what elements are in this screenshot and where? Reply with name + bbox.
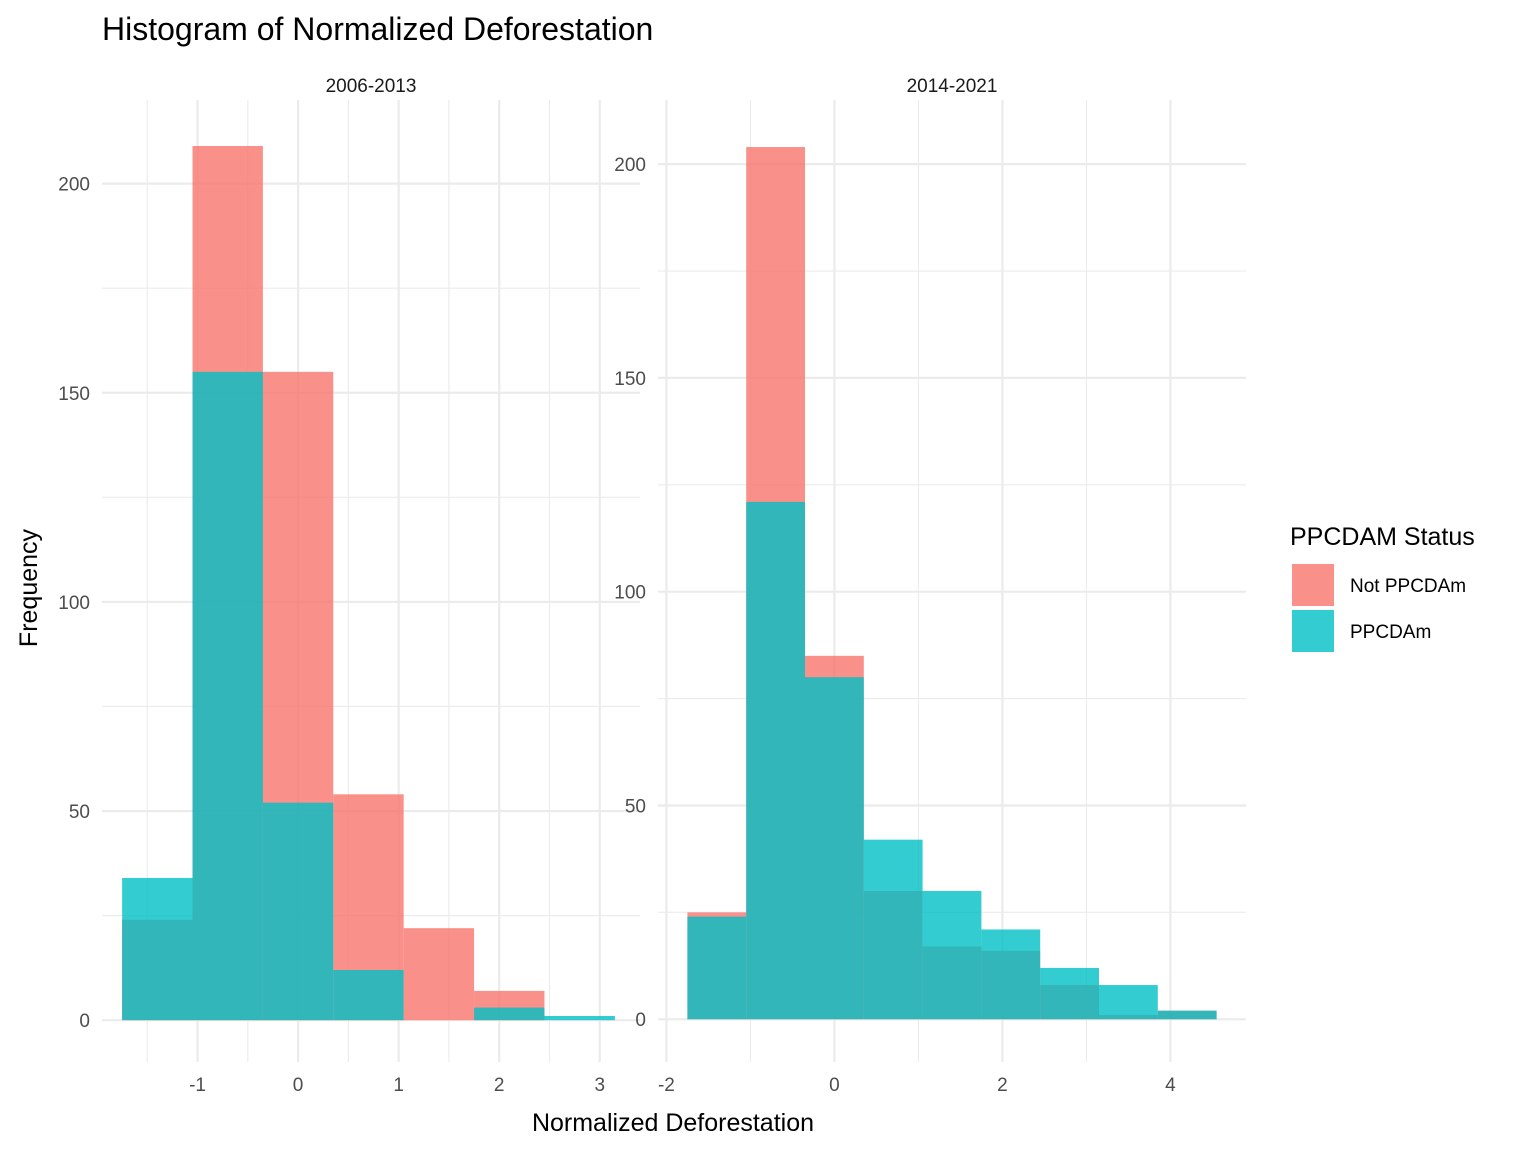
y-axis-title: Frequency xyxy=(15,528,43,647)
x-axis-title: Normalized Deforestation xyxy=(532,1109,814,1137)
chart-title: Histogram of Normalized Deforestation xyxy=(102,11,653,47)
histogram-bar xyxy=(192,371,263,1021)
histogram-bar xyxy=(122,877,193,1021)
y-tick-label: 0 xyxy=(79,1011,90,1032)
legend-title: PPCDAM Status xyxy=(1290,523,1475,551)
legend: PPCDAM Status Not PPCDAm PPCDAm xyxy=(1290,523,1475,652)
histogram-bar xyxy=(1099,985,1158,1020)
y-tick-label: 200 xyxy=(58,175,90,196)
legend-item: Not PPCDAm xyxy=(1292,564,1466,606)
histogram-bar xyxy=(1157,1010,1217,1020)
x-tick-label: 0 xyxy=(293,1075,304,1096)
legend-swatch xyxy=(1292,610,1334,652)
legend-swatch xyxy=(1292,564,1334,606)
histogram-bar xyxy=(544,1015,615,1021)
histogram-bar xyxy=(1040,967,1099,1020)
histogram-bar xyxy=(333,969,404,1021)
series-ppcdam xyxy=(122,371,615,1021)
x-tick-label: 1 xyxy=(393,1075,404,1096)
x-tick-label: 0 xyxy=(829,1075,840,1096)
histogram-bar xyxy=(863,839,923,1020)
x-tick-label: 2 xyxy=(997,1075,1008,1096)
histogram-bar xyxy=(403,928,475,1021)
histogram-bar xyxy=(262,802,334,1021)
panel-2006-2013: -1 0 1 2 3 0 50 100 150 200 2006-2013 xyxy=(58,76,640,1096)
y-tick-label: 200 xyxy=(614,155,646,176)
y-tick-label: 0 xyxy=(635,1010,646,1031)
x-tick-label: 4 xyxy=(1165,1075,1176,1096)
y-tick-label: 50 xyxy=(69,802,90,823)
facet-strip-label: 2014-2021 xyxy=(907,76,998,97)
histogram-bar xyxy=(805,677,864,1020)
legend-label: PPCDAm xyxy=(1350,622,1431,643)
y-tick-label: 150 xyxy=(614,369,646,390)
y-tick-label: 100 xyxy=(58,593,90,614)
histogram-bar xyxy=(746,501,805,1020)
panel-2014-2021: -2 0 2 4 0 50 100 150 200 2014-2021 xyxy=(614,76,1246,1096)
legend-label: Not PPCDAm xyxy=(1350,576,1466,597)
y-tick-label: 100 xyxy=(614,583,646,604)
histogram-bar xyxy=(687,916,747,1020)
facet-strip-label: 2006-2013 xyxy=(326,76,417,97)
histogram-bar xyxy=(922,890,982,1020)
x-tick-label: 2 xyxy=(494,1075,505,1096)
histogram-bar xyxy=(474,1007,545,1021)
y-tick-label: 150 xyxy=(58,384,90,405)
x-tick-label: -1 xyxy=(189,1075,206,1096)
series-ppcdam xyxy=(687,501,1217,1020)
x-tick-label: -2 xyxy=(658,1075,675,1096)
y-tick-label: 50 xyxy=(625,796,646,817)
histogram-bar xyxy=(981,929,1041,1020)
legend-item: PPCDAm xyxy=(1292,610,1431,652)
x-tick-label: 3 xyxy=(594,1075,605,1096)
